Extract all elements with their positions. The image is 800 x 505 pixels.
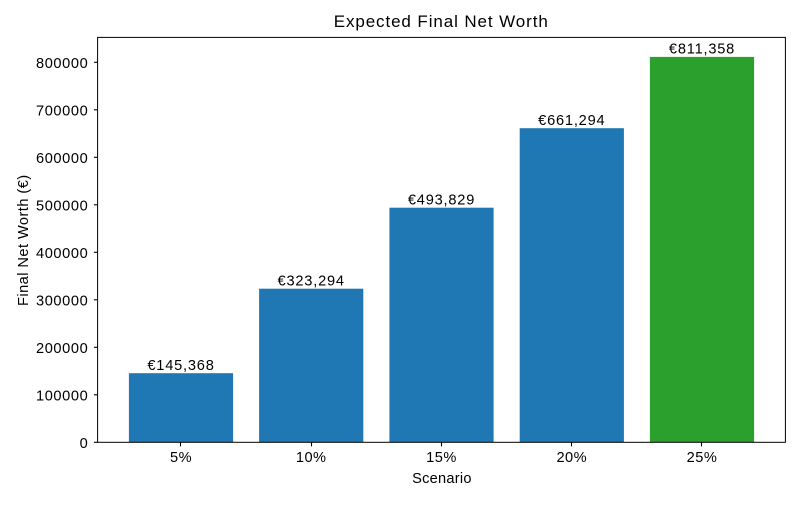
svg-text:Scenario: Scenario [412, 471, 472, 487]
svg-text:200000: 200000 [36, 341, 88, 357]
svg-text:20%: 20% [556, 450, 587, 466]
svg-text:€493,829: €493,829 [408, 193, 475, 209]
svg-text:400000: 400000 [36, 246, 88, 262]
svg-text:300000: 300000 [36, 294, 88, 310]
svg-text:5%: 5% [170, 450, 192, 466]
svg-text:€145,368: €145,368 [147, 358, 214, 374]
svg-text:100000: 100000 [36, 389, 88, 405]
svg-text:Expected Final Net Worth: Expected Final Net Worth [334, 12, 549, 31]
svg-text:700000: 700000 [36, 104, 88, 120]
svg-text:25%: 25% [687, 450, 718, 466]
svg-text:500000: 500000 [36, 199, 88, 215]
svg-text:600000: 600000 [36, 151, 88, 167]
svg-text:€661,294: €661,294 [538, 113, 605, 129]
svg-text:Final Net Worth (€): Final Net Worth (€) [16, 174, 32, 306]
svg-text:800000: 800000 [36, 56, 88, 72]
svg-text:10%: 10% [296, 450, 327, 466]
svg-text:€811,358: €811,358 [669, 42, 735, 58]
svg-text:€323,294: €323,294 [278, 274, 345, 290]
svg-text:0: 0 [80, 436, 89, 452]
svg-text:15%: 15% [426, 450, 457, 466]
